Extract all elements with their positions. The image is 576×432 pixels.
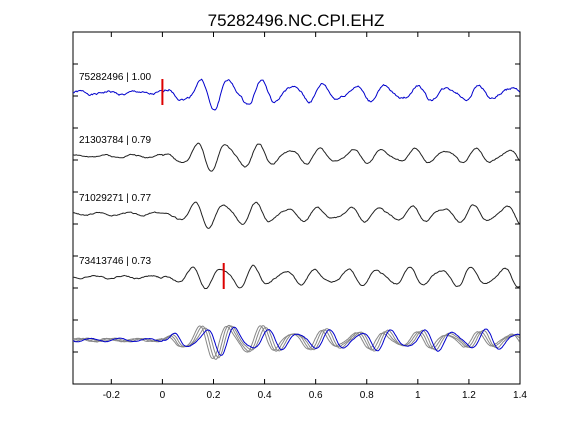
x-axis: -0.2 0 0.2 0.4 0.6 0.8 1 1.2 1.4 (103, 32, 527, 401)
stacked-overlay (72, 324, 520, 360)
x-tick-label: 1.4 (513, 390, 527, 401)
trace-label: 71029271 | 0.77 (79, 193, 152, 204)
trace-line (73, 264, 520, 290)
trace-71029271: 71029271 | 0.77 (72, 193, 520, 229)
trace-21303784: 21303784 | 0.79 (72, 135, 520, 172)
trace-label: 73413746 | 0.73 (79, 256, 152, 267)
trace-label: 75282496 | 1.00 (79, 72, 152, 83)
trace-line (73, 78, 520, 111)
plot-frame (72, 31, 521, 385)
stack-trace-21303784 (72, 325, 520, 359)
trace-line (72, 142, 520, 172)
chart-title: 75282496.NC.CPI.EHZ (208, 11, 385, 30)
x-tick-label: 0.4 (258, 390, 272, 401)
x-tick-label: 0.2 (207, 390, 221, 401)
x-tick-label: 0 (160, 390, 166, 401)
x-tick-label: 0.8 (360, 390, 374, 401)
x-tick-label: 1 (415, 390, 421, 401)
x-tick-label: 0.6 (309, 390, 323, 401)
trace-line (72, 201, 520, 229)
trace-73413746: 73413746 | 0.73 (73, 256, 520, 290)
trace-label: 21303784 | 0.79 (79, 135, 152, 146)
x-tick-label: 1.2 (462, 390, 476, 401)
trace-75282496: 75282496 | 1.00 (73, 72, 520, 111)
stack-trace-71029271 (72, 324, 520, 360)
x-tick-label: -0.2 (103, 390, 121, 401)
stack-trace-75282496 (72, 326, 520, 356)
trace-group: 75282496 | 1.00 21303784 | 0.79 71029271 |… (72, 72, 520, 290)
stack-trace-73413746 (72, 325, 520, 360)
